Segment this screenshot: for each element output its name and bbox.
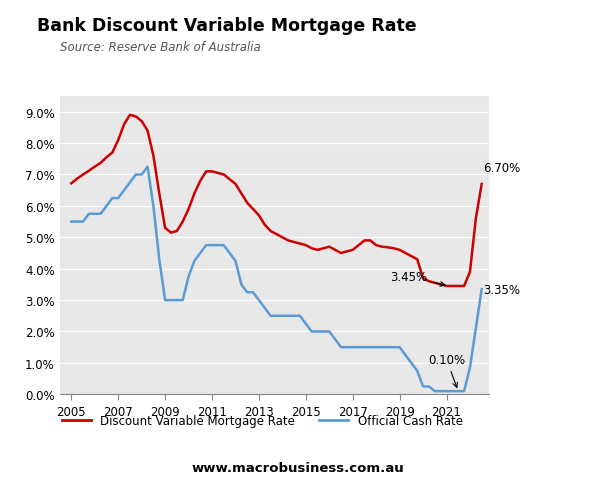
Text: Source: Reserve Bank of Australia: Source: Reserve Bank of Australia (60, 41, 260, 54)
Text: 0.10%: 0.10% (428, 353, 465, 388)
Text: MACRO: MACRO (487, 23, 547, 38)
Legend: Discount Variable Mortgage Rate, Official Cash Rate: Discount Variable Mortgage Rate, Officia… (57, 410, 468, 432)
Text: www.macrobusiness.com.au: www.macrobusiness.com.au (192, 461, 404, 474)
Text: 3.45%: 3.45% (390, 271, 445, 287)
Text: 3.35%: 3.35% (483, 283, 520, 296)
Text: Bank Discount Variable Mortgage Rate: Bank Discount Variable Mortgage Rate (37, 17, 416, 35)
Text: 6.70%: 6.70% (483, 162, 520, 175)
Text: BUSINESS: BUSINESS (476, 47, 558, 62)
